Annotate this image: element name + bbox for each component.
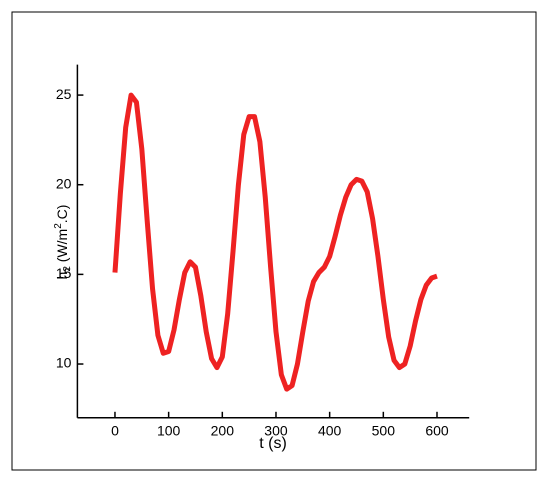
x-tick-label: 0 [111, 423, 119, 439]
y-label-sub: 2 [62, 266, 73, 272]
frame [11, 11, 537, 471]
y-label-part: h [54, 272, 70, 280]
x-tick-label: 600 [425, 423, 449, 439]
y-tick-label: 25 [56, 86, 72, 102]
y-label-part: (W/m [54, 229, 70, 266]
line-series [112, 92, 438, 392]
y-axis-label: h2 (W/m2.C) [53, 205, 73, 280]
x-tick-label: 200 [211, 423, 235, 439]
y-tick-label: 10 [56, 355, 72, 371]
y-tick-label: 20 [56, 175, 72, 191]
x-tick-label: 500 [372, 423, 396, 439]
x-tick-label: 100 [157, 423, 181, 439]
x-tick-label: 400 [318, 423, 342, 439]
x-tick-label: 300 [264, 423, 288, 439]
y-label-part: .C) [54, 205, 70, 224]
y-label-sup: 2 [53, 223, 64, 229]
x-axis-label: t (s) [259, 435, 287, 452]
y-tick-label: 15 [56, 265, 72, 281]
